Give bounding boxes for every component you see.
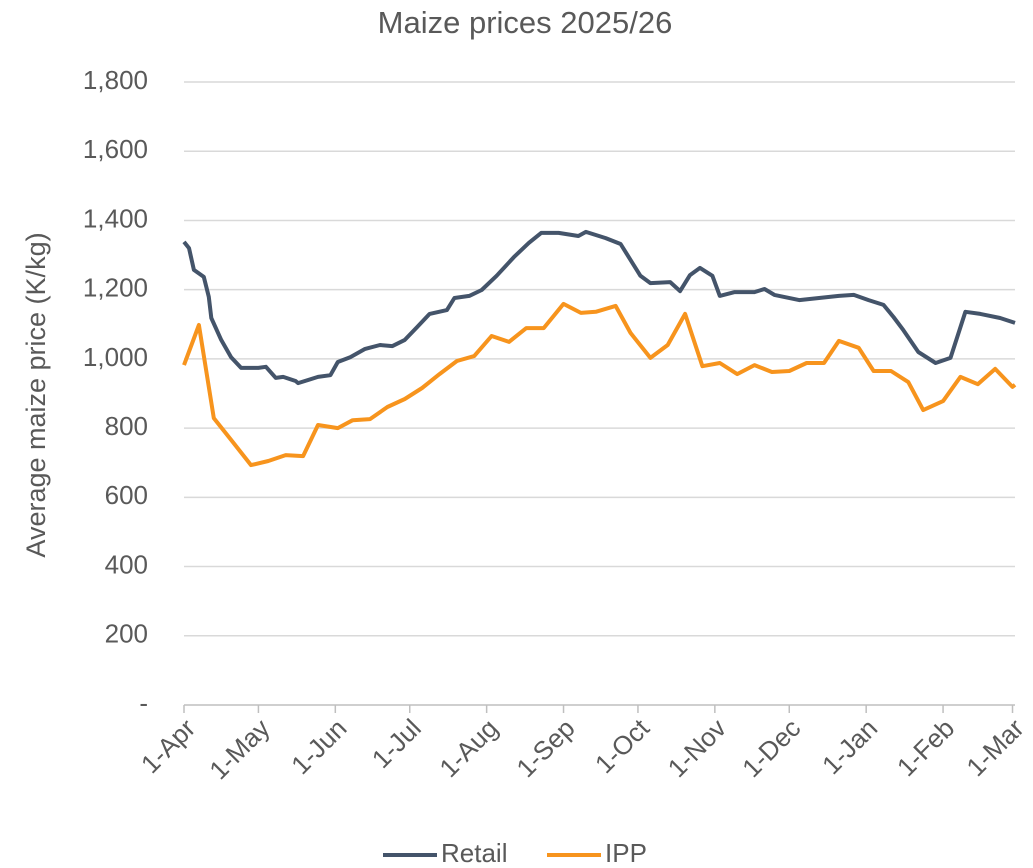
x-tick-label: 1-Jul: [366, 713, 427, 774]
chart-title: Maize prices 2025/26: [378, 5, 673, 40]
y-tick-label: 1,200: [83, 273, 148, 303]
y-axis-label: Average maize price (K/kg): [21, 232, 51, 557]
y-tick-label: 1,800: [83, 65, 148, 95]
x-tick-label: 1-Jun: [285, 713, 352, 780]
x-tick-label: 1-Mar: [960, 713, 1029, 782]
series-line: [182, 301, 1017, 468]
x-tick-label: 1-Jan: [816, 713, 883, 780]
y-tick-label: 800: [105, 411, 148, 441]
legend-label: Retail: [441, 838, 507, 868]
x-tick-label: 1-Aug: [433, 713, 503, 783]
x-tick-label: 1-May: [203, 713, 275, 785]
y-tick-label: 400: [105, 549, 148, 579]
x-tick-label: 1-Apr: [135, 713, 201, 779]
x-tick-label: 1-Dec: [736, 713, 806, 783]
legend-label: IPP: [605, 838, 647, 868]
x-tick-label: 1-Feb: [891, 713, 960, 782]
y-tick-label: 1,600: [83, 134, 148, 164]
x-tick-label: 1-Nov: [662, 713, 732, 783]
series-line: [182, 229, 1016, 386]
y-tick-label: 600: [105, 480, 148, 510]
x-tick-label: 1-Sep: [510, 713, 580, 783]
y-tick-label: -: [139, 688, 148, 718]
y-tick-label: 1,400: [83, 203, 148, 233]
y-tick-label: 200: [105, 619, 148, 649]
x-tick-label: 1-Oct: [589, 712, 656, 779]
y-tick-label: 1,000: [83, 342, 148, 372]
